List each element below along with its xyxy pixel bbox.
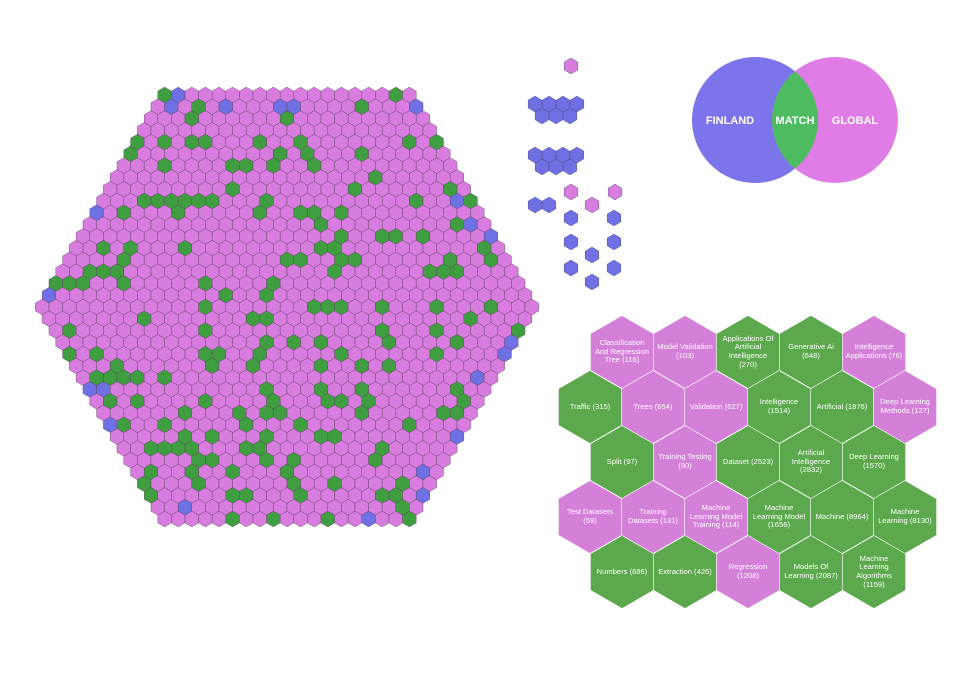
tile-label: Deep Learning Methods (127) — [880, 397, 930, 415]
fragment-hex — [549, 158, 563, 176]
tile-label-box: Numbers (686) — [596, 566, 648, 576]
fragment-hex — [564, 233, 578, 251]
tile-label-box: Intelligence Applications (76) — [845, 342, 903, 360]
fragment-hex — [549, 107, 563, 125]
tile-label-box: Trees (654) — [633, 401, 673, 411]
tile — [842, 535, 906, 609]
tile-label: Deep Learning (1570) — [849, 452, 899, 470]
tile-label: Regression (1208) — [728, 562, 768, 580]
tile-label: Generative Ai (648) — [788, 342, 834, 360]
tile-label-box: Classification And Regression Tree (116) — [594, 337, 650, 365]
tile-label: Numbers (686) — [596, 566, 648, 576]
fragment-hex — [607, 233, 621, 251]
venn-overlap — [772, 57, 818, 183]
tile-label: Artificial Intelligence (2832) — [791, 447, 831, 475]
tile-label: Extraction (426) — [658, 566, 712, 576]
fragment-hex — [542, 95, 556, 113]
fragment-hex — [556, 95, 570, 113]
tile-label-box: Applications Of Artificial Intelligence … — [722, 333, 774, 369]
hex-grid: Classification And Regression Tree (116)… — [558, 315, 937, 609]
fragment-hex — [607, 259, 621, 277]
tile — [842, 315, 906, 389]
venn-middle-label: MATCH — [776, 115, 815, 127]
hex-map — [35, 86, 539, 528]
fragment-hex — [563, 158, 577, 176]
fragment-hex — [542, 146, 556, 164]
venn-diagram: FINLAND MATCH GLOBAL — [692, 57, 898, 183]
fragment-hex — [607, 209, 621, 227]
fragment-hex — [608, 183, 622, 201]
tile-label-box: Artificial (1876) — [816, 401, 868, 411]
tile — [873, 370, 937, 444]
tile-label: Training Datasets (131) — [628, 507, 678, 525]
tile-label: Traffic (315) — [569, 401, 611, 411]
tile-label: Training Testing (90) — [658, 452, 712, 470]
tile-label: Test Datasets (59) — [566, 507, 613, 525]
tile-label-box: Extraction (426) — [658, 566, 712, 576]
fragment-hex — [556, 146, 570, 164]
tile-label-box: Generative Ai (648) — [788, 342, 834, 360]
tile-label-box: Test Datasets (59) — [566, 507, 613, 525]
hex-fragments — [528, 57, 622, 291]
fragment-hex — [564, 209, 578, 227]
tile-label-box: Machine Learning Model Training (114) — [689, 502, 743, 530]
fragment-hex — [535, 107, 549, 125]
tile-label-box: Models Of Learning (2087) — [784, 562, 838, 580]
tile-label: Validation (627) — [689, 401, 743, 411]
tile-label-box: Machine Learning Algorithms (1159) — [856, 553, 892, 589]
tile-label: Intelligence Applications (76) — [845, 342, 903, 360]
fragment-hex — [564, 183, 578, 201]
fragment-hex — [570, 95, 584, 113]
tile — [873, 480, 937, 554]
tile-label-box: Intelligence (1514) — [759, 397, 799, 415]
tile-label: Machine Learning Model (1656) — [752, 502, 806, 530]
tile-label: Trees (654) — [633, 401, 673, 411]
tile-label-box: Split (97) — [606, 456, 638, 466]
tile-label-box: Validation (627) — [689, 401, 743, 411]
venn-right-label: GLOBAL — [832, 115, 879, 127]
tile-label-box: Traffic (315) — [569, 401, 611, 411]
tile — [842, 425, 906, 499]
fragment-hex — [564, 259, 578, 277]
fragment-hex — [535, 158, 549, 176]
tile-label: Machine (8964) — [815, 511, 869, 521]
tile-label: Artificial (1876) — [816, 401, 868, 411]
tile-label: Applications Of Artificial Intelligence … — [722, 333, 774, 369]
tile-label-box: Training Testing (90) — [658, 452, 712, 470]
tile-label: Dataset (2523) — [722, 456, 774, 466]
fragment-hex — [570, 146, 584, 164]
tile-label-box: Deep Learning Methods (127) — [880, 397, 930, 415]
fragment-hex — [528, 95, 542, 113]
tile-label: Machine Learning (8130) — [878, 507, 932, 525]
fragment-hex — [564, 57, 578, 75]
tile-label: Intelligence (1514) — [759, 397, 799, 415]
fragment-hex — [528, 196, 542, 214]
tile-label: Classification And Regression Tree (116) — [594, 337, 650, 365]
fragment-hex — [528, 146, 542, 164]
venn-left-label: FINLAND — [706, 115, 754, 127]
tile-label-box: Model Validation (103) — [657, 342, 713, 360]
fragment-hex — [585, 196, 599, 214]
tile-label-box: Dataset (2523) — [722, 456, 774, 466]
tile-label-box: Artificial Intelligence (2832) — [791, 447, 831, 475]
fragment-hex — [585, 246, 599, 264]
tile-label-box: Machine (8964) — [815, 511, 869, 521]
tile-label: Machine Learning Model Training (114) — [689, 502, 743, 530]
tile-label: Model Validation (103) — [657, 342, 713, 360]
tile-label-box: Regression (1208) — [728, 562, 768, 580]
tile-label: Split (97) — [606, 456, 638, 466]
fragment-hex — [585, 273, 599, 291]
map-hex — [402, 510, 417, 528]
tile-label: Machine Learning Algorithms (1159) — [856, 553, 892, 589]
tile-label: Models Of Learning (2087) — [784, 562, 838, 580]
tile-label-box: Machine Learning (8130) — [878, 507, 932, 525]
tile-label-box: Machine Learning Model (1656) — [752, 502, 806, 530]
fragment-hex — [563, 107, 577, 125]
tile-label-box: Deep Learning (1570) — [849, 452, 899, 470]
fragment-hex — [542, 196, 556, 214]
tile-label-box: Training Datasets (131) — [628, 507, 678, 525]
